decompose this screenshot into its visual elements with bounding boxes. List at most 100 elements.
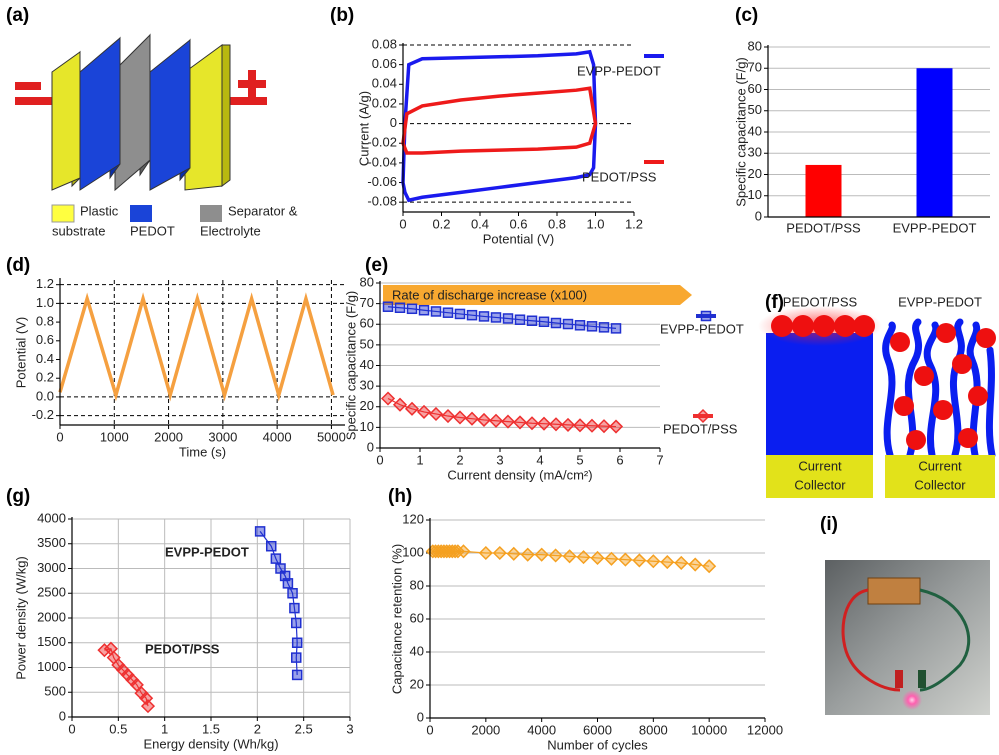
- current-collector: [766, 455, 873, 498]
- marker: [404, 401, 420, 416]
- marker: [695, 408, 711, 424]
- legend-swatch: [200, 205, 222, 222]
- marker: [512, 415, 528, 430]
- clip: [918, 670, 926, 688]
- annotation-arrow: [383, 285, 692, 305]
- wire: [919, 588, 971, 692]
- marker: [574, 320, 586, 331]
- y-tick-label: 0.6: [36, 332, 54, 347]
- y-tick-label: -0.08: [367, 194, 397, 209]
- y-tick-label: 20: [410, 676, 424, 691]
- marker: [140, 699, 156, 714]
- plus-sign: [248, 70, 256, 98]
- y-tick-label: 0.06: [372, 56, 397, 71]
- marker: [538, 316, 550, 328]
- series-line: [58, 292, 335, 402]
- x-tick-label: 3000: [208, 429, 237, 444]
- current-collector: [885, 455, 995, 498]
- marker: [416, 404, 432, 419]
- legend-text: PEDOT/PSS: [663, 421, 738, 436]
- marker: [576, 550, 591, 565]
- y-tick-label: 10: [748, 187, 762, 202]
- bar: [805, 164, 842, 217]
- collector-text: Current: [918, 458, 962, 473]
- x-tick-label: 0: [68, 721, 75, 736]
- x-tick-label: 6: [616, 452, 623, 467]
- y-tick-label: 0: [59, 708, 66, 723]
- x-tick-label: 1.5: [202, 721, 220, 736]
- marker: [442, 307, 454, 318]
- panel-label: (h): [388, 486, 412, 507]
- x-tick-label: 5000: [317, 429, 346, 444]
- x-tick-label: 0: [399, 216, 406, 231]
- x-tick-label: 4000: [263, 429, 292, 444]
- x-tick-label: EVPP-PEDOT: [893, 220, 977, 235]
- y-tick-label: 30: [748, 145, 762, 160]
- wire: [841, 588, 901, 692]
- x-tick-label: 5: [576, 452, 583, 467]
- marker: [548, 417, 564, 432]
- legend-text: substrate: [52, 223, 105, 238]
- x-tick-label: 2000: [154, 429, 183, 444]
- x-tick-label: 1.0: [586, 216, 604, 231]
- marker: [254, 526, 266, 537]
- y-tick-label: -0.04: [367, 154, 397, 169]
- electrode-lead: [15, 97, 60, 105]
- marker: [596, 419, 612, 434]
- y-tick-label: 40: [360, 357, 374, 372]
- marker: [586, 321, 598, 332]
- y-tick-label: 50: [360, 336, 374, 351]
- diagram-title: EVPP-PEDOT: [898, 294, 982, 309]
- marker: [466, 309, 478, 321]
- x-axis-title: Energy density (Wh/kg): [143, 736, 278, 751]
- x-tick-label: 1000: [100, 429, 129, 444]
- legend-swatch: [51, 204, 75, 223]
- y-tick-label: 120: [402, 511, 424, 526]
- y-tick-label: 2000: [37, 609, 66, 624]
- marker: [430, 306, 442, 317]
- legend-text: EVPP-PEDOT: [165, 544, 249, 559]
- y-tick-label: 40: [410, 643, 424, 658]
- collector-text: Collector: [914, 477, 966, 492]
- x-tick-label: 0.4: [471, 216, 489, 231]
- y-tick-label: 3000: [37, 560, 66, 575]
- x-tick-label: 4: [536, 452, 543, 467]
- y-tick-label: 30: [360, 378, 374, 393]
- x-tick-label: 6000: [583, 722, 612, 737]
- chart: (g) 0 500 1000 1500 2000 2500 3000 3500 4000 0 0.5 1…: [6, 486, 354, 751]
- bar: [916, 68, 953, 217]
- marker: [478, 545, 493, 561]
- x-tick-label: 10000: [691, 722, 727, 737]
- marker: [394, 302, 406, 313]
- y-tick-label: 60: [410, 610, 424, 625]
- marker: [440, 408, 456, 424]
- marker: [536, 416, 552, 431]
- legend-text: PEDOT/PSS: [145, 641, 220, 656]
- legend-text: PEDOT/PSS: [582, 169, 657, 184]
- x-tick-label: 0.2: [432, 216, 450, 231]
- y-tick-label: 0.2: [36, 370, 54, 385]
- x-tick-label: 7: [656, 452, 663, 467]
- y-tick-label: 3500: [37, 535, 66, 550]
- y-tick-label: 0.8: [36, 314, 54, 329]
- electrode-lead: [222, 97, 267, 105]
- legend-text: Separator &: [228, 203, 298, 218]
- panel-label: (g): [6, 486, 30, 507]
- marker: [464, 411, 480, 426]
- marker: [406, 303, 418, 315]
- chart: (d) -0.2 0.0 0.2 0.4 0.6 0.8 1.0 1.2 0 1000 2000 300…: [6, 255, 346, 459]
- marker: [478, 311, 490, 322]
- x-tick-label: 4000: [527, 722, 556, 737]
- pedot-layer: [766, 333, 873, 455]
- x-tick-label: 2: [456, 452, 463, 467]
- y-tick-label: 80: [410, 577, 424, 592]
- y-tick-label: 0: [755, 208, 762, 223]
- chart: (h) 0 20 40 60 80 100 120 0 2000 4000 6000 8000 10000…: [388, 486, 783, 752]
- chart: (b) -0.08 -0.06 -0.04 -0.02 0 0.02 0.04 0.06 0.08…: [330, 5, 664, 246]
- y-axis-title: Potential (V): [13, 317, 28, 389]
- y-tick-label: 20: [748, 166, 762, 181]
- x-axis-title: Number of cycles: [547, 737, 648, 752]
- x-tick-label: 1: [161, 721, 168, 736]
- panel-a: (a) Plastic substrate PEDOT Separator & …: [6, 5, 298, 238]
